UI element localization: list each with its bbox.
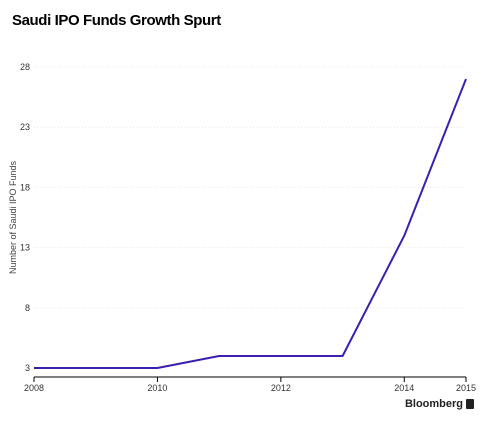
x-axis: 2008 2010 2012 2014 2015 — [24, 376, 476, 393]
y-axis-ticks: 3 8 13 18 23 28 — [20, 62, 30, 373]
y-tick-label: 3 — [25, 363, 30, 373]
y-tick-label: 18 — [20, 182, 30, 192]
x-tick-label: 2012 — [271, 383, 291, 393]
series-line-0 — [34, 78, 467, 369]
y-tick-label: 28 — [20, 62, 30, 72]
x-tick-label: 2008 — [24, 383, 44, 393]
y-tick-label: 23 — [20, 122, 30, 132]
source-label: Bloomberg — [404, 398, 463, 410]
y-tick-label: 13 — [20, 243, 30, 253]
y-tick-label: 8 — [25, 303, 30, 313]
x-tick-label: 2010 — [147, 383, 167, 393]
y-axis-title: Number of Saudi IPO Funds — [8, 160, 18, 274]
series-lines — [33, 78, 467, 369]
source-logo: Bloomberg — [405, 398, 474, 410]
bloomberg-bookmark-icon — [466, 399, 474, 409]
x-tick-label: 2014 — [394, 383, 414, 393]
x-tick-label: 2015 — [456, 383, 476, 393]
gridlines — [34, 66, 466, 309]
chart-title: Saudi IPO Funds Growth Spurt — [12, 12, 221, 29]
